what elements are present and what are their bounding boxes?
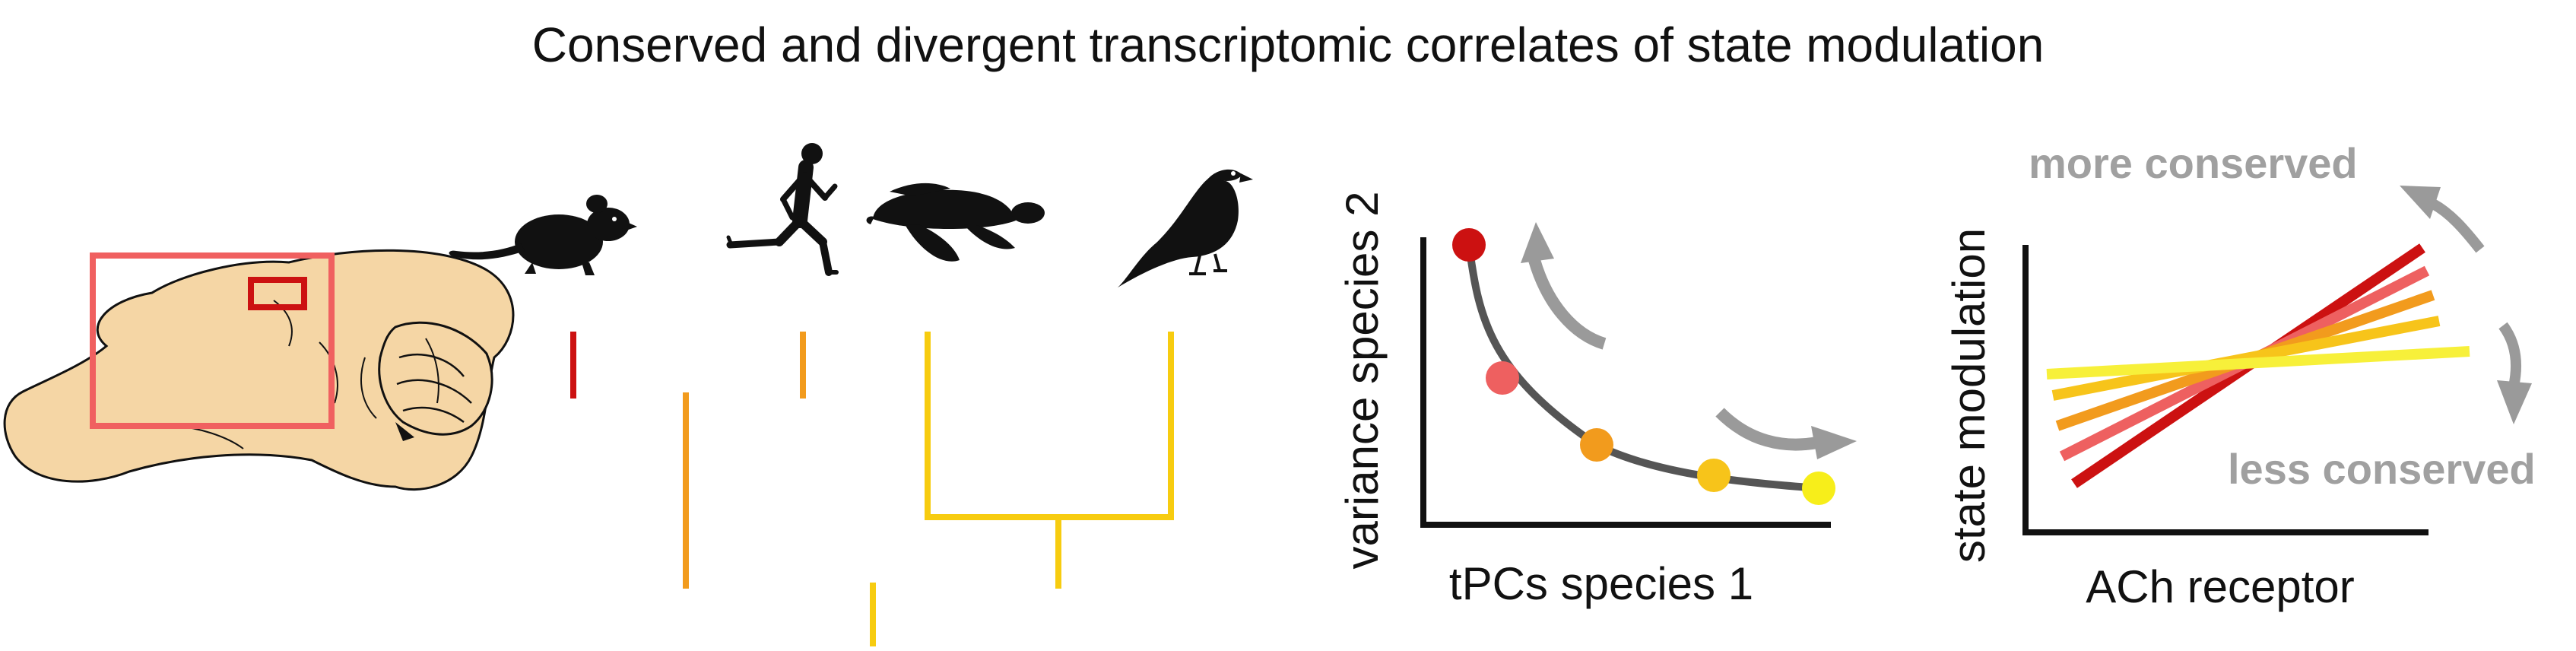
variance-curve [1465, 244, 1819, 492]
bird-icon [1118, 169, 1253, 287]
variance-xlabel: tPCs species 1 [1449, 558, 1753, 609]
modulation-axes [2022, 245, 2428, 535]
variance-ylabel: variance species 2 [1337, 192, 1388, 570]
variance-point [1580, 428, 1613, 462]
arrow-curved-up-icon [2400, 186, 2485, 253]
modulation-panel: more conserved less conserved ACh recept… [1943, 139, 2536, 612]
arrow-up-icon [1521, 222, 1607, 350]
phylogenetic-tree [570, 332, 1174, 646]
variance-point [1697, 459, 1731, 492]
cortex-box-inner [248, 277, 307, 310]
variance-point [1486, 361, 1519, 395]
running-human-icon [726, 143, 839, 276]
turtle-icon [866, 183, 1045, 262]
arrow-right-icon [1715, 408, 1857, 459]
mouse-icon [449, 195, 637, 275]
less-conserved-label: less conserved [2228, 445, 2536, 493]
variance-panel: tPCs species 1 variance species 2 [1337, 192, 1857, 609]
cerebellum [378, 321, 493, 436]
cortex-box-outer [90, 252, 335, 429]
variance-point [1802, 472, 1835, 505]
variance-point [1452, 228, 1486, 262]
modulation-line [2046, 346, 2470, 379]
more-conserved-label: more conserved [2029, 139, 2358, 187]
arrow-curved-down-icon [2497, 322, 2532, 424]
variance-axes [1420, 237, 1831, 528]
modulation-ylabel: state modulation [1943, 228, 1994, 563]
brain-outline [3, 249, 515, 491]
modulation-xlabel: ACh receptor [2086, 561, 2355, 612]
brain-illustration [3, 249, 515, 491]
figure-title: Conserved and divergent transcriptomic c… [531, 17, 2045, 72]
